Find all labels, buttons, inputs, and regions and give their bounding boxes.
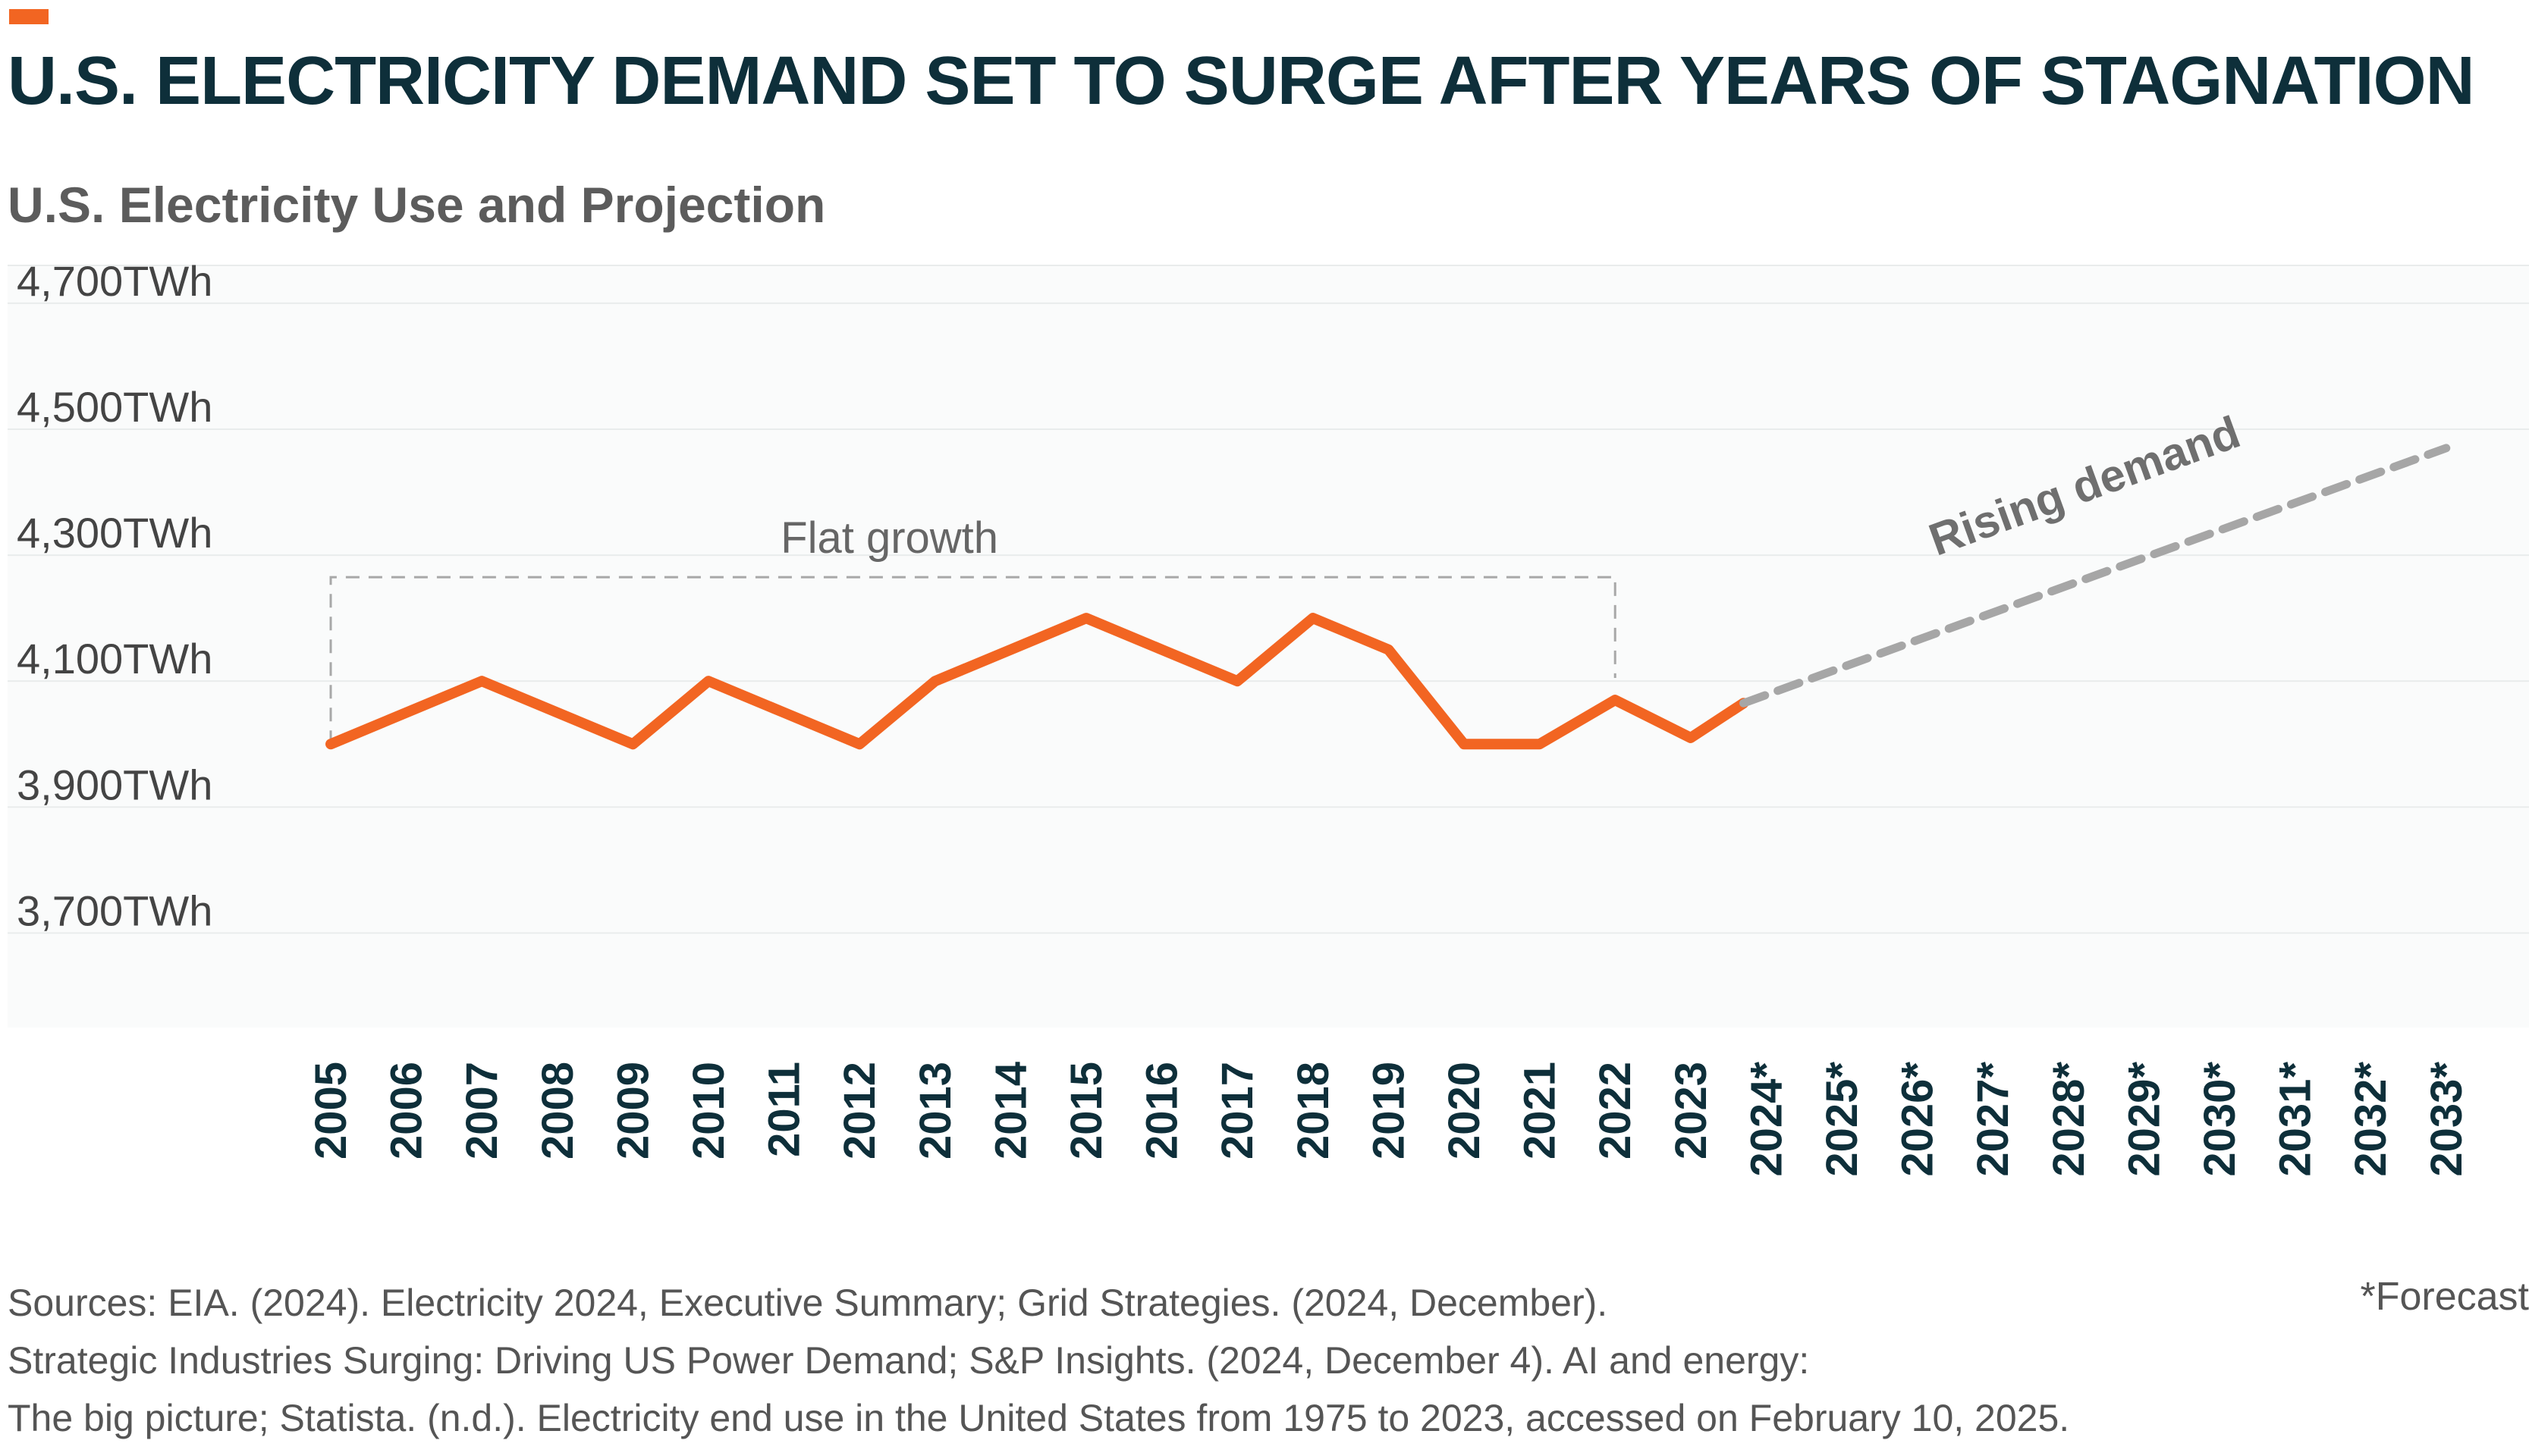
x-tick-label: 2029* [2119,1062,2169,1177]
x-tick-label: 2009 [608,1062,658,1159]
flat-growth-label: Flat growth [781,513,998,563]
x-tick-label: 2010 [684,1062,734,1159]
y-tick-label: 4,700TWh [17,257,212,305]
x-tick-label: 2020 [1440,1062,1489,1159]
sources-footer: Sources: EIA. (2024). Electricity 2024, … [8,1274,2069,1447]
title-accent-bar [9,9,49,24]
plot-background [8,265,2529,1028]
x-tick-label: 2027* [1968,1062,2018,1177]
forecast-note: *Forecast [2360,1275,2529,1319]
x-tick-label: 2011 [760,1062,809,1157]
source-line-3: The big picture; Statista. (n.d.). Elect… [8,1397,2070,1439]
y-tick-label: 3,700TWh [17,886,212,934]
y-tick-label: 4,100TWh [17,635,212,682]
x-tick-label: 2006 [382,1062,432,1159]
x-tick-label: 2033* [2422,1062,2471,1177]
source-line-2: Strategic Industries Surging: Driving US… [8,1339,1810,1382]
x-tick-label: 2019 [1364,1062,1413,1159]
x-tick-label: 2028* [2044,1062,2094,1177]
x-tick-label: 2018 [1289,1062,1338,1159]
x-tick-label: 2025* [1817,1062,1867,1177]
line-chart: 4,700TWh 4,500TWh 4,300TWh 4,100TWh 3,900TWh… [8,257,2529,1177]
x-tick-label: 2008 [533,1062,583,1159]
y-tick-label: 4,500TWh [17,383,212,431]
source-line-1: Sources: EIA. (2024). Electricity 2024, … [8,1282,1608,1324]
x-tick-label: 2023 [1667,1062,1716,1159]
x-tick-label: 2022 [1591,1062,1640,1159]
y-tick-label: 4,300TWh [17,509,212,557]
x-tick-label: 2031* [2271,1062,2320,1177]
x-tick-label: 2030* [2195,1062,2245,1177]
x-tick-label: 2024* [1742,1062,1791,1177]
x-tick-label: 2026* [1893,1062,1943,1177]
chart-subtitle: U.S. Electricity Use and Projection [8,177,826,233]
x-tick-label: 2012 [835,1062,884,1159]
x-tick-label: 2005 [306,1062,356,1159]
flat-growth-box [329,576,1616,745]
x-tick-label: 2017 [1213,1062,1262,1159]
forecast-series-line [1739,444,2451,708]
x-tick-label: 2013 [911,1062,960,1159]
x-tick-label: 2032* [2346,1062,2395,1177]
y-tick-label: 3,900TWh [17,761,212,808]
x-tick-label: 2021 [1516,1062,1565,1159]
actual-series-line [325,613,1749,750]
page-title: U.S. ELECTRICITY DEMAND SET TO SURGE AFT… [8,43,2475,119]
x-tick-label: 2015 [1062,1062,1111,1159]
x-tick-label: 2016 [1138,1062,1187,1159]
x-tick-label: 2014 [986,1062,1035,1159]
x-tick-label: 2007 [457,1062,507,1159]
